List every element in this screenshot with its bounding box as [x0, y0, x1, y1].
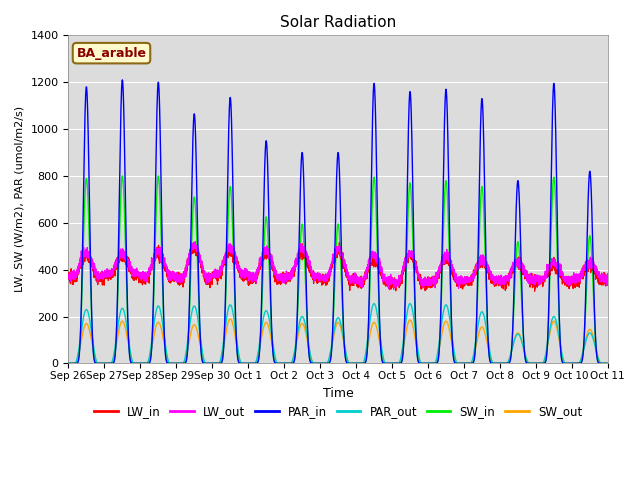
- Text: BA_arable: BA_arable: [77, 47, 147, 60]
- LW_out: [604, 271, 612, 276]
- LW_out: [429, 273, 437, 279]
- SW_out: [65, 360, 72, 366]
- SW_in: [429, 360, 437, 366]
- SW_in: [65, 360, 72, 366]
- Line: SW_out: SW_out: [68, 319, 608, 363]
- PAR_in: [118, 77, 126, 83]
- Line: PAR_out: PAR_out: [68, 304, 608, 363]
- LW_in: [65, 276, 72, 281]
- LW_in: [490, 276, 497, 282]
- SW_in: [459, 360, 467, 366]
- LW_out: [390, 287, 397, 292]
- SW_in: [490, 360, 497, 366]
- LW_in: [531, 288, 538, 294]
- LW_out: [604, 283, 611, 288]
- Title: Solar Radiation: Solar Radiation: [280, 15, 396, 30]
- SW_in: [604, 360, 611, 366]
- Line: SW_in: SW_in: [68, 176, 608, 363]
- LW_in: [318, 278, 326, 284]
- Line: LW_in: LW_in: [68, 243, 608, 291]
- X-axis label: Time: Time: [323, 386, 353, 399]
- SW_in: [604, 360, 612, 366]
- LW_in: [604, 277, 611, 283]
- SW_in: [118, 173, 126, 179]
- PAR_in: [604, 360, 612, 366]
- LW_out: [459, 276, 467, 282]
- PAR_in: [161, 351, 169, 357]
- LW_in: [429, 276, 437, 282]
- PAR_in: [604, 360, 611, 366]
- SW_out: [227, 316, 234, 322]
- PAR_out: [490, 360, 497, 366]
- SW_out: [459, 360, 467, 366]
- PAR_out: [65, 360, 72, 366]
- PAR_out: [370, 301, 378, 307]
- PAR_in: [459, 360, 467, 366]
- LW_out: [191, 239, 199, 244]
- Line: PAR_in: PAR_in: [68, 80, 608, 363]
- PAR_out: [604, 360, 611, 366]
- PAR_out: [318, 360, 326, 366]
- LW_out: [318, 275, 326, 280]
- LW_in: [604, 280, 612, 286]
- LW_in: [459, 283, 467, 288]
- SW_out: [318, 360, 326, 366]
- LW_out: [65, 276, 72, 281]
- PAR_in: [429, 360, 437, 366]
- PAR_out: [429, 360, 437, 366]
- SW_out: [490, 360, 497, 366]
- PAR_out: [604, 360, 612, 366]
- LW_out: [490, 275, 497, 280]
- LW_out: [161, 262, 169, 268]
- PAR_out: [161, 341, 169, 347]
- PAR_in: [318, 360, 326, 366]
- SW_out: [429, 360, 437, 366]
- Legend: LW_in, LW_out, PAR_in, PAR_out, SW_in, SW_out: LW_in, LW_out, PAR_in, PAR_out, SW_in, S…: [89, 401, 587, 423]
- PAR_out: [459, 360, 467, 366]
- SW_in: [318, 360, 326, 366]
- PAR_in: [490, 360, 497, 366]
- SW_out: [161, 347, 169, 353]
- PAR_in: [65, 360, 72, 366]
- SW_out: [604, 360, 612, 366]
- SW_in: [161, 350, 169, 356]
- LW_in: [335, 240, 343, 246]
- Y-axis label: LW, SW (W/m2), PAR (umol/m2/s): LW, SW (W/m2), PAR (umol/m2/s): [15, 106, 25, 292]
- LW_in: [161, 268, 169, 274]
- Line: LW_out: LW_out: [68, 241, 608, 289]
- SW_out: [604, 360, 611, 366]
